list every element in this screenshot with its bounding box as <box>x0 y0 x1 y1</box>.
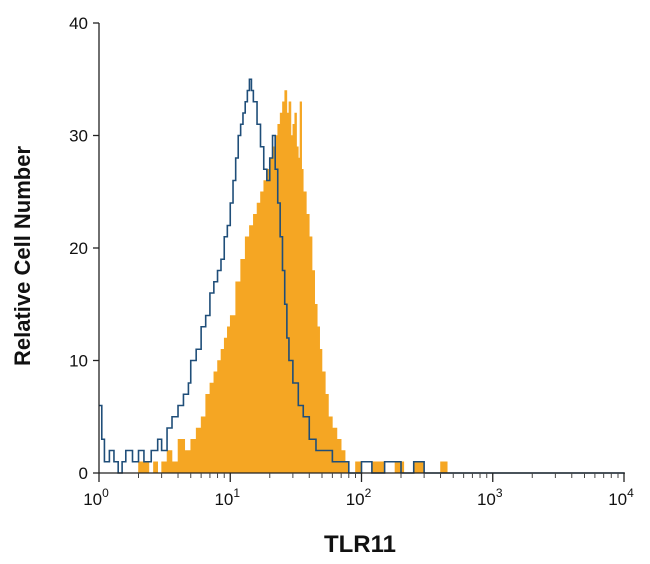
x-tick-label: 102 <box>346 486 372 509</box>
ticks-layer <box>93 22 625 482</box>
labels-layer: 0 10 20 30 40 100 101 102 103 104 <box>69 14 634 509</box>
y-axis-title: Relative Cell Number <box>10 146 35 367</box>
x-tick-label: 103 <box>477 486 503 509</box>
y-tick-label: 0 <box>79 464 88 483</box>
x-axis-title: TLR11 <box>324 531 396 558</box>
x-tick-label: 100 <box>83 486 109 509</box>
x-tick-label: 104 <box>608 486 634 509</box>
histogram-outline-series <box>99 78 624 474</box>
x-tick-label: 101 <box>214 486 240 509</box>
series-layer <box>99 78 624 474</box>
y-tick-label: 40 <box>69 14 88 33</box>
y-tick-label: 30 <box>69 127 88 146</box>
y-tick-label: 20 <box>69 239 88 258</box>
y-tick-label: 10 <box>69 352 88 371</box>
